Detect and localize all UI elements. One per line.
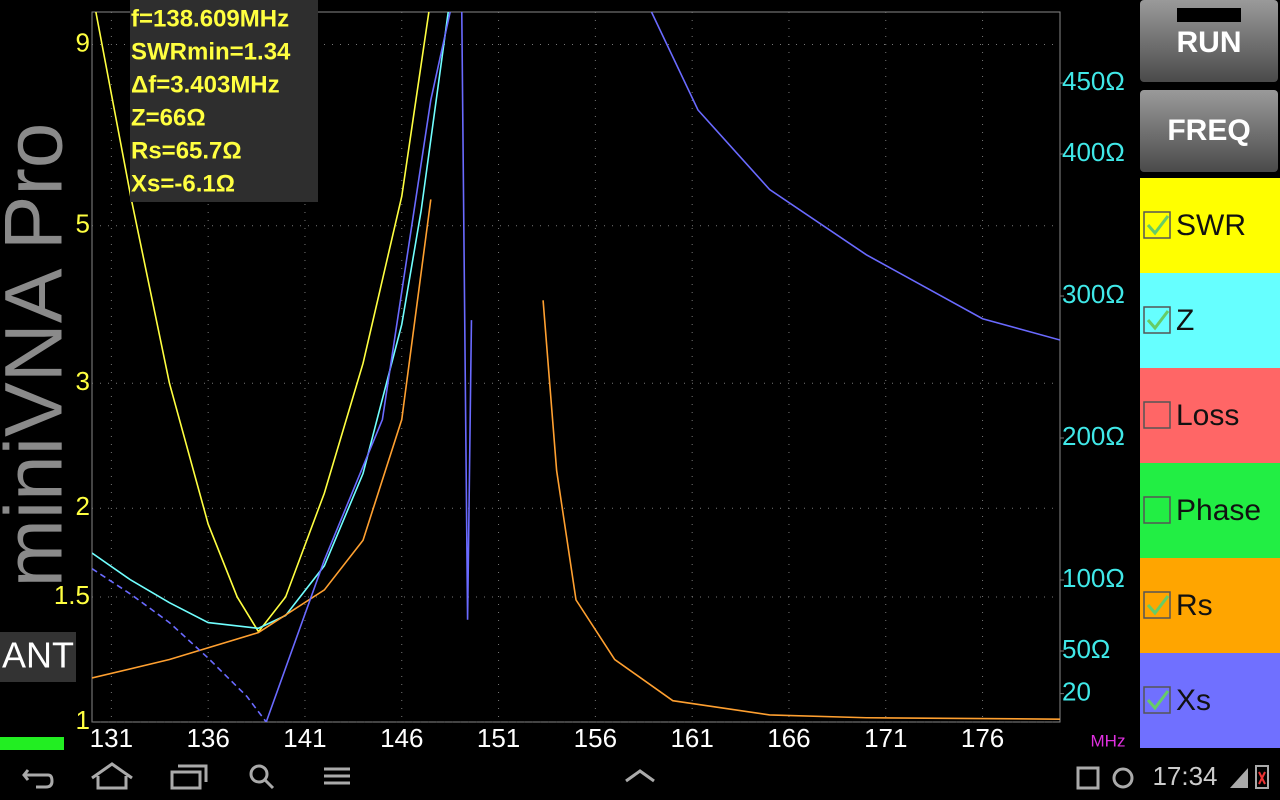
trace-line (650, 12, 1060, 341)
checkbox[interactable] (1143, 686, 1171, 714)
screen-icon (1076, 766, 1100, 790)
run-label[interactable]: RUN (1177, 26, 1242, 59)
freq-button[interactable] (1140, 90, 1278, 172)
y-tick-label: 1.5 (54, 580, 90, 610)
trace-label[interactable]: Rs (1176, 589, 1213, 622)
marker-line: Z=66Ω (131, 104, 206, 131)
check-mark (1146, 310, 1170, 331)
x-tick-label: 131 (90, 723, 133, 753)
x-tick-label: 171 (864, 723, 907, 753)
x-tick-label: 176 (961, 723, 1004, 753)
x-unit: MHz (1091, 731, 1126, 750)
marker-info: f=138.609MHz SWRmin=1.34 Δf=3.403MHz Z=66Ω R… (131, 5, 291, 197)
y-tick-label: 9 (76, 27, 90, 57)
trace-label[interactable]: Phase (1176, 494, 1261, 527)
x-tick-label: 151 (477, 723, 520, 753)
battery-bar (0, 737, 64, 750)
x-tick-label: 166 (767, 723, 810, 753)
trace-toggle[interactable] (1140, 273, 1280, 368)
nav-bar (0, 752, 1280, 800)
sync-icon (1112, 767, 1134, 789)
y-tick-label: 5 (76, 209, 90, 239)
signal-icon (1230, 768, 1248, 788)
trace-label[interactable]: Xs (1176, 684, 1211, 717)
y2-tick-label: 100Ω (1062, 563, 1125, 593)
nav-icons (22, 762, 1134, 790)
y2-tick-label: 450Ω (1062, 66, 1125, 96)
up-icon[interactable] (625, 769, 655, 783)
freq-label[interactable]: FREQ (1167, 114, 1250, 147)
clock: 17:34 (1152, 761, 1217, 791)
trace-toggle[interactable] (1140, 558, 1280, 653)
recent-icon[interactable] (170, 764, 208, 790)
trace-label[interactable]: Z (1176, 304, 1194, 337)
x-tick-label: 161 (670, 723, 713, 753)
y-tick-label: 1 (76, 705, 90, 735)
x-tick-label: 141 (283, 723, 326, 753)
check-mark (1146, 595, 1170, 616)
checkbox[interactable] (1143, 306, 1171, 334)
trace-toggle[interactable] (1140, 463, 1280, 558)
trace-toggle[interactable] (1140, 653, 1280, 748)
checkbox[interactable] (1143, 496, 1171, 524)
y2-tick-label: 400Ω (1062, 137, 1125, 167)
trace-line (460, 12, 473, 620)
check-mark (1146, 690, 1170, 711)
y-tick-label: 2 (76, 491, 90, 521)
trace-line (542, 300, 1060, 720)
marker-line: Δf=3.403MHz (131, 71, 280, 98)
y2-tick-label: 20 (1062, 676, 1091, 706)
trace-line (265, 12, 451, 722)
check-mark (1146, 215, 1170, 236)
trace-line (92, 567, 267, 722)
trace-label[interactable]: SWR (1176, 209, 1246, 242)
y-tick-label: 3 (76, 366, 90, 396)
marker-box (130, 0, 318, 202)
curves (92, 12, 1060, 722)
battery-warn (1258, 771, 1266, 785)
trace-toggle[interactable] (1140, 178, 1280, 273)
trace-panel: SWR Z Loss Phase Rs Xs (1140, 178, 1280, 748)
app-title: miniVNA Pro (0, 123, 80, 588)
x-tick-label: 146 (380, 723, 423, 753)
y2-tick-label: 300Ω (1062, 279, 1125, 309)
battery-icon (1255, 765, 1269, 789)
port-box (0, 632, 76, 682)
checkbox[interactable] (1143, 211, 1171, 239)
x-tick-label: 136 (186, 723, 229, 753)
marker-line: f=138.609MHz (131, 5, 289, 32)
port-label: ANT (2, 635, 74, 676)
y2-tick-label: 50Ω (1062, 634, 1110, 664)
run-indicator (1177, 8, 1241, 22)
checkbox[interactable] (1143, 401, 1171, 429)
marker-line: Xs=-6.1Ω (131, 170, 235, 197)
x-tick-label: 156 (574, 723, 617, 753)
trace-line (92, 199, 432, 679)
trace-label[interactable]: Loss (1176, 399, 1239, 432)
back-icon[interactable] (22, 769, 54, 789)
run-button[interactable] (1140, 0, 1278, 82)
menu-icon[interactable] (324, 767, 350, 785)
checkbox[interactable] (1143, 591, 1171, 619)
trace-toggle[interactable] (1140, 368, 1280, 463)
home-icon[interactable] (91, 762, 133, 790)
y2-tick-label: 200Ω (1062, 421, 1125, 451)
search-icon[interactable] (249, 764, 269, 784)
marker-line: SWRmin=1.34 (131, 38, 291, 65)
marker-line: Rs=65.7Ω (131, 137, 242, 164)
